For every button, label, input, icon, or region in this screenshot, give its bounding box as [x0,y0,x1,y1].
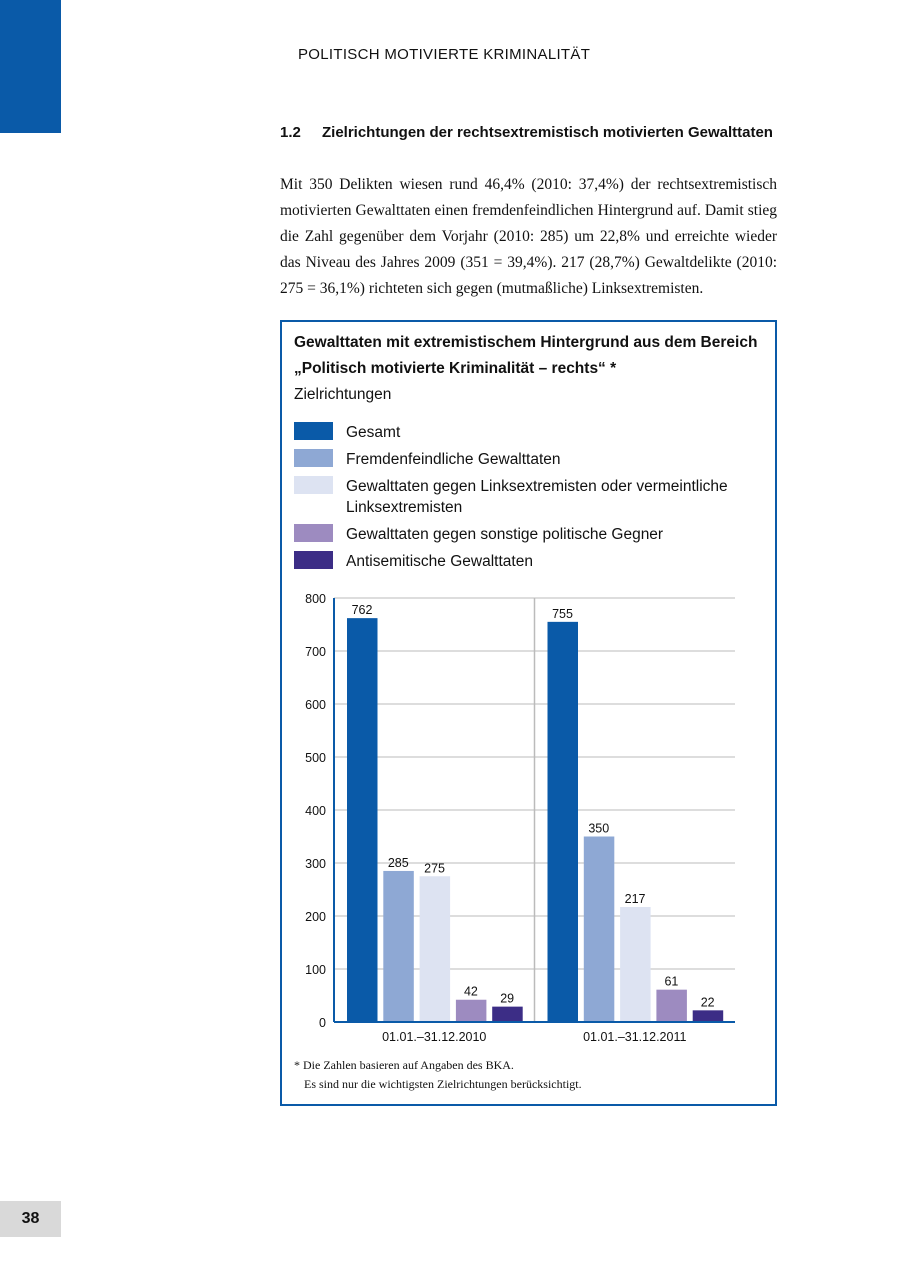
bar [547,621,578,1022]
chart-subtitle: Zielrichtungen [294,386,392,403]
legend-swatch [294,476,333,494]
data-label: 29 [500,992,514,1006]
bar [347,618,378,1022]
legend-swatch [294,422,333,440]
y-tick-label: 300 [305,857,326,871]
chart-title: Gewalttaten mit extremistischem Hintergr… [294,334,758,377]
bar-chart: 0 100 200 300 400 500 600 700 800 762 285 275 42 29 01… [305,592,735,1044]
y-tick-label: 500 [305,751,326,765]
bar [455,999,487,1022]
y-tick-label: 200 [305,910,326,924]
legend-item: Gewalttaten gegen sonstige politische Ge… [294,524,763,545]
legend-item: Gesamt [294,422,763,443]
content-column: 1.2 Zielrichtungen der rechtsextremistis… [280,120,777,1106]
bar [492,1006,523,1022]
y-tick-label: 0 [319,1016,326,1030]
section-heading: 1.2 Zielrichtungen der rechtsextremistis… [280,120,777,146]
y-tick-label: 100 [305,963,326,977]
data-label: 275 [424,861,445,875]
y-tick-label: 600 [305,698,326,712]
data-label: 285 [388,856,409,870]
footnote: * Die Zahlen basieren auf Angaben des BK… [282,1050,775,1094]
legend-label: Fremdenfeindliche Gewalttaten [346,451,561,468]
section-number: 1.2 [280,124,301,141]
page-number: 38 [0,1201,61,1237]
data-label: 762 [352,603,373,617]
bar [383,870,414,1022]
data-label: 350 [588,822,609,836]
body-text: Mit 350 Delikten wiesen rund 46,4% (2010… [280,176,777,297]
data-label: 22 [701,995,715,1009]
bar [620,906,651,1022]
legend-label: Gesamt [346,424,401,441]
bar [656,989,687,1022]
legend-swatch [294,524,333,542]
chart-box: Gewalttaten mit extremistischem Hintergr… [280,320,777,1106]
x-tick-label: 01.01.–31.12.2010 [382,1030,486,1044]
chapter-tab [0,0,61,133]
running-title: POLITISCH MOTIVIERTE KRIMINALITÄT [298,46,591,63]
legend-label: Antisemitische Gewalttaten [346,553,533,570]
legend-item: Fremdenfeindliche Gewalttaten [294,449,763,470]
data-label: 61 [664,975,678,989]
legend: Gesamt Fremdenfeindliche Gewalttaten Gewal… [282,408,775,572]
legend-label: Gewalttaten gegen Linksextremisten oder … [346,478,728,516]
y-tick-label: 400 [305,804,326,818]
data-label: 755 [552,607,573,621]
bar [419,876,451,1022]
legend-swatch [294,551,333,569]
legend-item: Gewalttaten gegen Linksextremisten oder … [294,476,763,518]
data-label: 217 [625,892,646,906]
y-tick-label: 800 [305,592,326,606]
legend-swatch [294,449,333,467]
y-tick-label: 700 [305,645,326,659]
legend-item: Antisemitische Gewalttaten [294,551,763,572]
data-label: 42 [464,985,478,999]
x-tick-label: 01.01.–31.12.2011 [583,1030,686,1044]
section-title: Zielrichtungen der rechtsextremistisch m… [322,124,773,141]
bar [583,836,615,1022]
legend-label: Gewalttaten gegen sonstige politische Ge… [346,526,664,543]
bar [692,1010,724,1022]
footnote-line: * Die Zahlen basieren auf Angaben des BK… [294,1058,514,1072]
footnote-line: Es sind nur die wichtigsten Zielrichtung… [304,1077,582,1091]
